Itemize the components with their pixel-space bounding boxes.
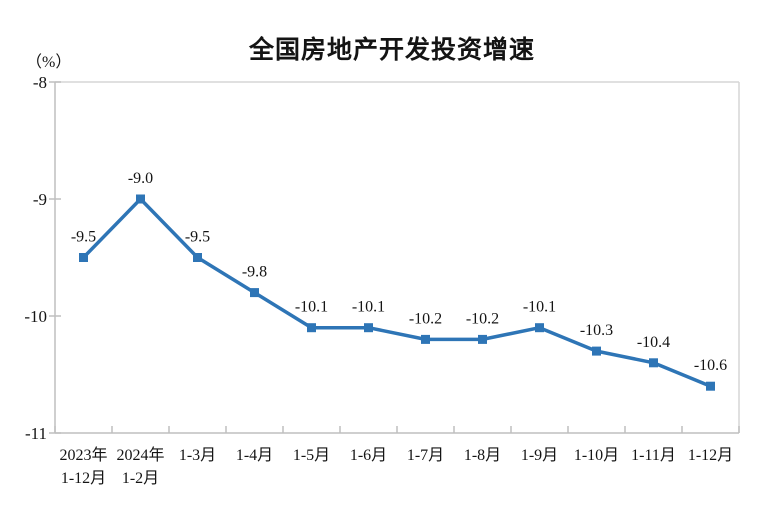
data-point-label: -10.1	[295, 299, 328, 316]
y-tick-label: -11	[25, 424, 47, 443]
chart-title: 全国房地产开发投资增速	[248, 36, 535, 64]
data-point-label: -10.1	[523, 299, 556, 316]
y-tick-label: -9	[33, 190, 47, 209]
x-tick-label: 1-10月	[574, 447, 619, 464]
x-tick-label: 1-6月	[350, 447, 387, 464]
data-point-label: -10.2	[409, 310, 442, 327]
data-point-marker	[535, 323, 544, 333]
x-tick-label: 1-9月	[521, 447, 558, 464]
data-point-marker	[706, 381, 715, 391]
data-point-label: -9.5	[71, 229, 96, 246]
x-tick-label: 1-7月	[407, 447, 444, 464]
y-tick-label: -10	[24, 307, 47, 326]
y-axis-unit-label: （%）	[26, 54, 72, 71]
data-point-marker	[421, 334, 430, 344]
y-tick-label: -8	[33, 73, 47, 92]
x-tick-label: 1-4月	[236, 447, 273, 464]
data-point-label: -10.4	[637, 334, 670, 351]
data-point-marker	[193, 253, 202, 262]
data-point-marker	[364, 323, 373, 333]
x-tick-label: 1-12月	[61, 470, 106, 487]
data-point-marker	[250, 288, 259, 298]
data-point-marker	[307, 323, 316, 333]
x-tick-label: 1-11月	[631, 447, 676, 464]
x-tick-label: 1-12月	[688, 447, 733, 464]
x-tick-label: 1-8月	[464, 447, 501, 464]
x-tick-label: 1-3月	[179, 447, 216, 464]
data-point-label: -9.8	[242, 264, 267, 281]
x-tick-label: 2023年	[59, 446, 107, 464]
data-point-marker	[592, 346, 601, 356]
data-point-label: -9.0	[128, 170, 153, 187]
x-tick-label: 2024年	[116, 446, 164, 464]
data-point-label: -10.2	[466, 310, 499, 327]
data-point-marker	[649, 358, 658, 368]
data-point-label: -10.1	[352, 299, 385, 316]
x-tick-label: 1-2月	[122, 470, 159, 487]
x-tick-label: 1-5月	[293, 447, 330, 464]
data-point-marker	[478, 334, 487, 344]
data-point-label: -9.5	[185, 229, 210, 246]
data-point-label: -10.3	[580, 322, 613, 339]
data-point-marker	[79, 253, 88, 262]
data-line	[81, 197, 713, 388]
data-point-label: -10.6	[694, 357, 727, 374]
data-point-marker	[136, 194, 145, 204]
